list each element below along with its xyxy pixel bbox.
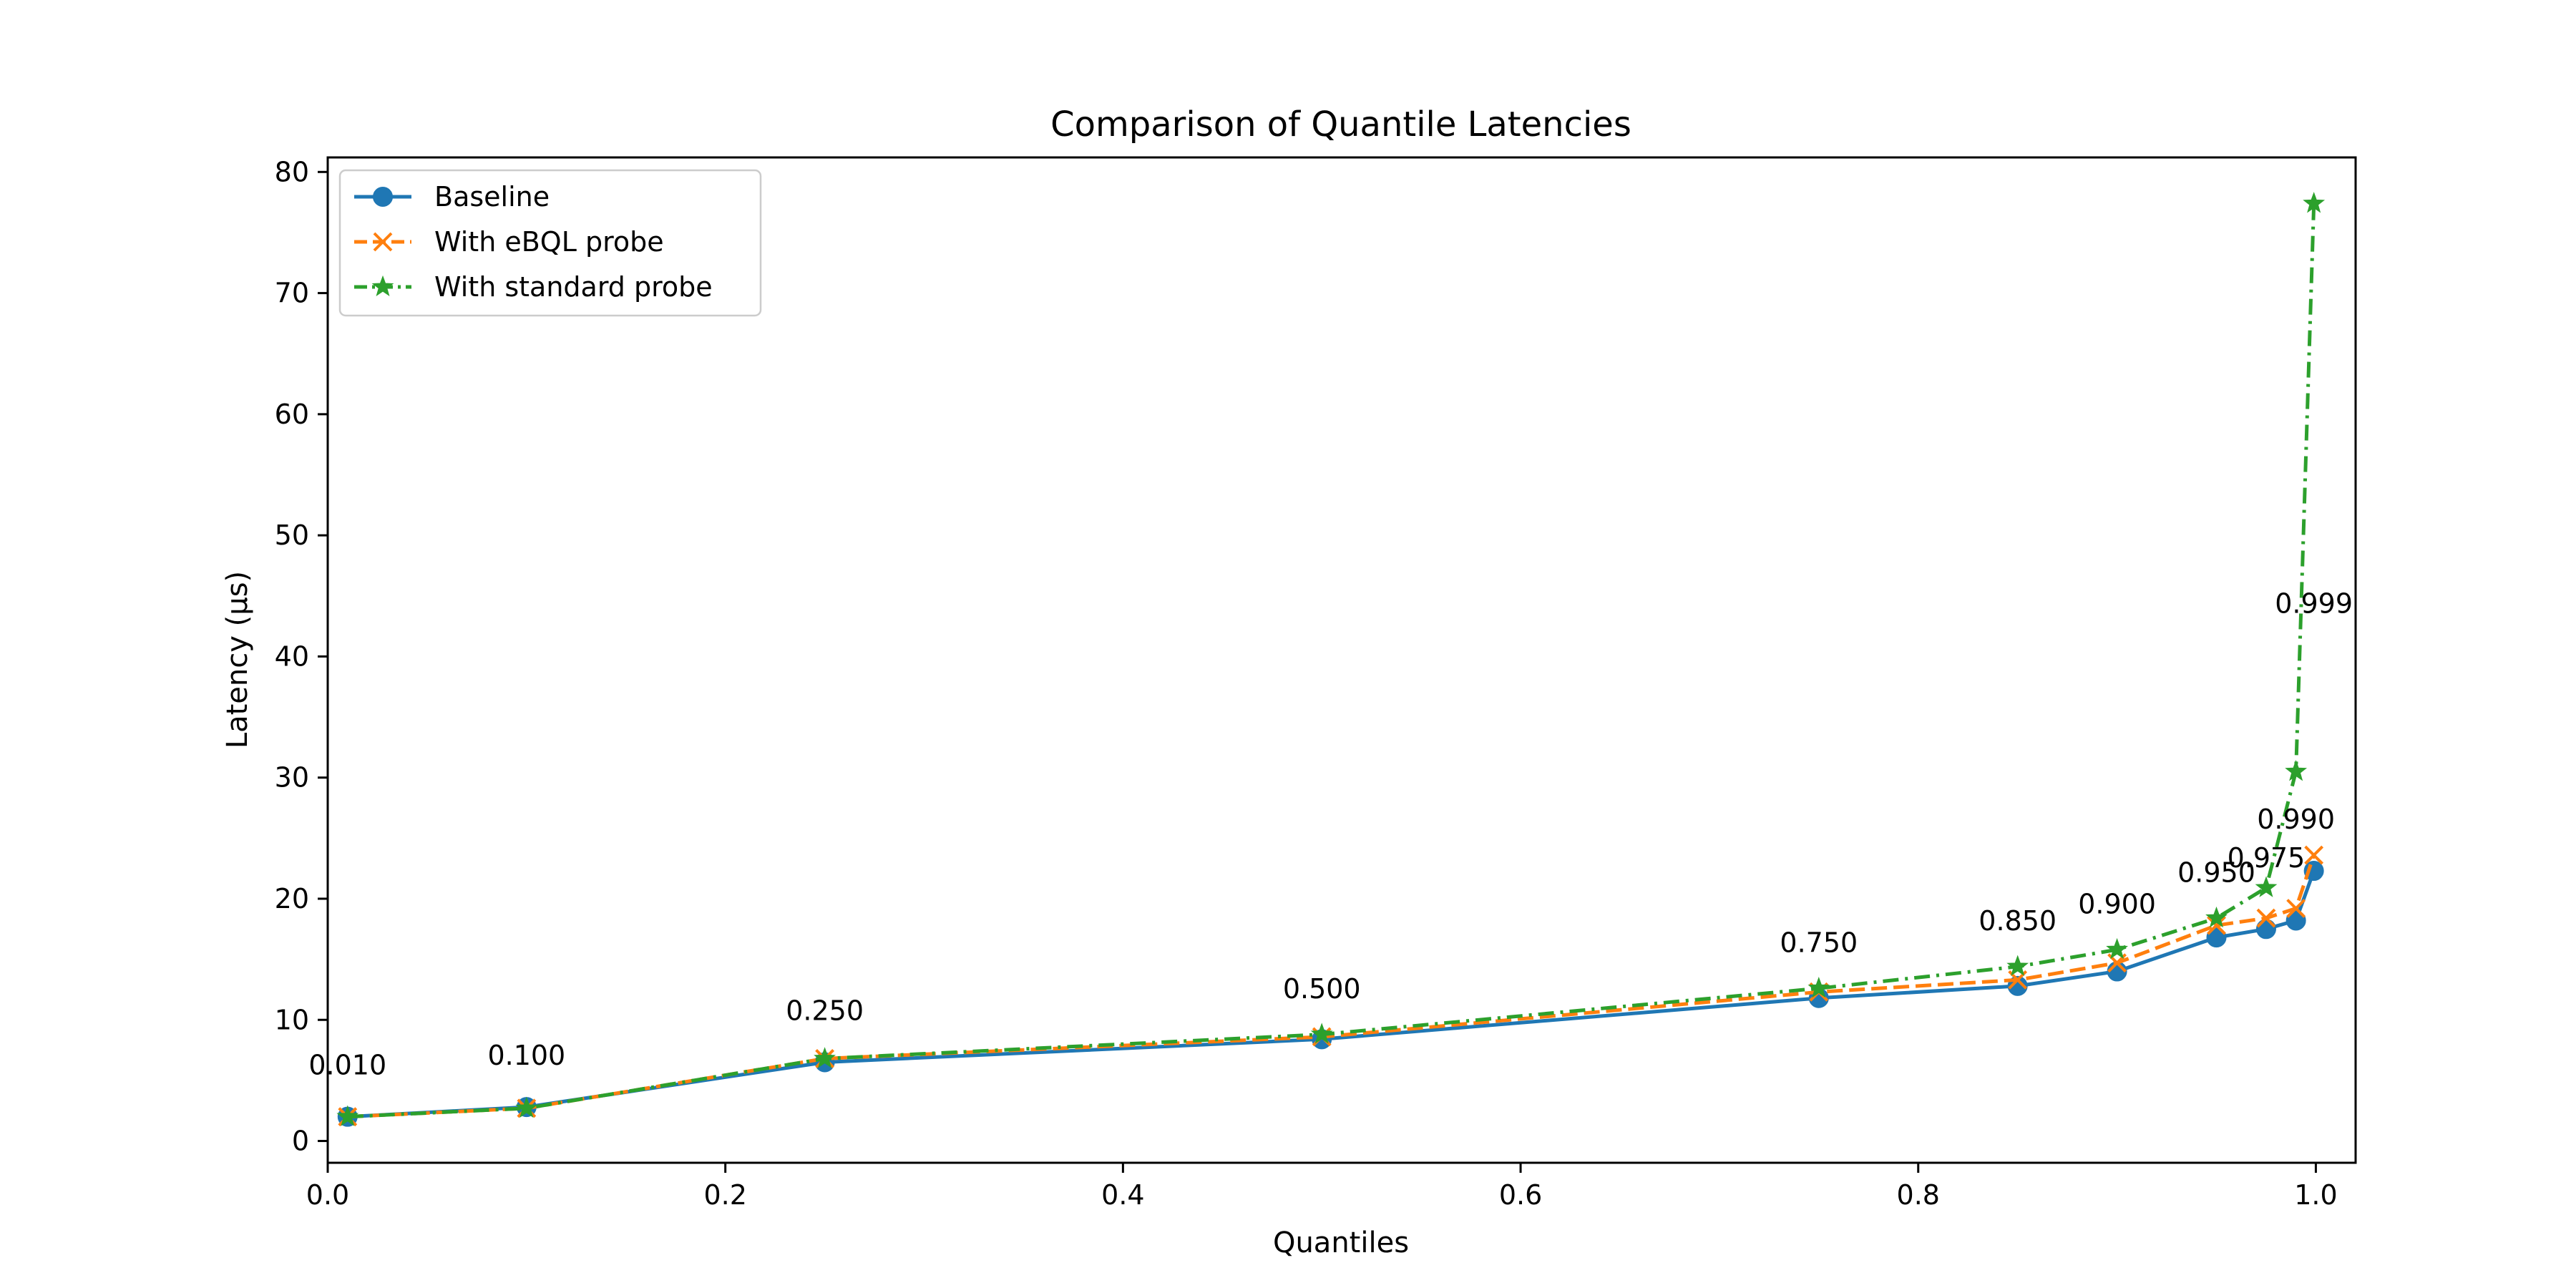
annotation-layer: 0.010 0.100 0.250 0.500 0.750 0.850 0.900 0.950… — [308, 587, 2353, 1080]
legend-entry: With standard probe — [354, 271, 713, 303]
quantile-annotation: 0.900 — [2078, 888, 2156, 919]
y-tick-label: 70 — [275, 278, 309, 309]
x-tick-label: 0.6 — [1499, 1179, 1542, 1211]
data-point-star — [2006, 955, 2029, 976]
y-tick-label: 0 — [292, 1126, 309, 1157]
data-point-circle — [373, 187, 393, 207]
quantile-annotation: 0.950 — [2177, 857, 2255, 888]
data-point-x — [2286, 899, 2306, 918]
plot-frame — [326, 156, 2357, 1164]
data-point-x — [2207, 915, 2226, 935]
legend-label: Baseline — [434, 181, 550, 213]
x-axis-label: Quantiles — [1273, 1226, 1409, 1259]
series-layer — [336, 192, 2326, 1127]
data-point-circle — [2255, 919, 2276, 940]
series-with-standard-probe — [336, 192, 2326, 1126]
x-tick-label: 0.8 — [1897, 1179, 1940, 1211]
legend-label: With standard probe — [434, 271, 713, 303]
data-point-star — [371, 275, 394, 297]
data-point-circle — [2285, 910, 2306, 931]
x-tick-label: 0.0 — [306, 1179, 349, 1211]
legend: Baseline With eBQL probe With standard pro… — [338, 169, 762, 317]
y-tick-label: 80 — [275, 156, 309, 187]
data-point-star — [2255, 876, 2278, 897]
data-point-x-stroke — [2304, 845, 2324, 865]
x-tick-label: 0.4 — [1101, 1179, 1144, 1211]
quantile-annotation: 0.250 — [786, 995, 864, 1026]
data-point-x — [373, 232, 393, 252]
legend-entry: Baseline — [354, 181, 550, 213]
quantile-annotation: 0.990 — [2257, 804, 2335, 835]
y-tick-label: 60 — [275, 399, 309, 430]
legend-label: With eBQL probe — [434, 226, 664, 258]
legend-box — [338, 169, 762, 317]
quantile-annotation: 0.850 — [1979, 905, 2057, 937]
quantile-annotation: 0.750 — [1780, 927, 1858, 958]
data-point-star — [1310, 1023, 1333, 1044]
y-tick-label: 50 — [275, 519, 309, 551]
data-point-x-stroke — [2286, 899, 2306, 918]
data-point-star — [336, 1105, 359, 1126]
data-point-star — [1807, 977, 1830, 998]
quantile-annotation: 0.500 — [1283, 973, 1361, 1005]
chart-title: Comparison of Quantile Latencies — [1050, 104, 1631, 145]
y-tick-label: 30 — [275, 762, 309, 794]
quantile-annotation: 0.100 — [487, 1040, 565, 1071]
y-tick-label: 20 — [275, 883, 309, 914]
data-point-x — [2304, 845, 2324, 865]
data-point-star — [2285, 760, 2308, 781]
data-point-star — [2106, 937, 2128, 960]
data-point-x-stroke — [2207, 915, 2226, 935]
axes: 0.0 0.2 0.4 0.6 0.8 1.0 0 10 20 30 40 50 60 70 80 — [275, 156, 2357, 1211]
legend-entry: With eBQL probe — [354, 226, 664, 258]
data-point-star — [814, 1047, 836, 1068]
quantile-annotation: 0.010 — [308, 1049, 386, 1080]
data-point-star — [515, 1096, 538, 1118]
y-tick-label: 40 — [275, 640, 309, 672]
quantile-annotation: 0.999 — [2275, 587, 2353, 619]
data-point-circle — [2206, 927, 2227, 948]
y-axis-label: Latency (µs) — [221, 571, 254, 748]
x-tick-label: 1.0 — [2294, 1179, 2337, 1211]
data-point-star — [2303, 192, 2326, 213]
x-tick-label: 0.2 — [703, 1179, 746, 1211]
data-point-star — [2205, 906, 2228, 928]
data-point-x-stroke — [2256, 908, 2276, 928]
quantile-annotation: 0.975 — [2228, 842, 2306, 874]
data-point-x-stroke — [373, 232, 393, 252]
data-point-x — [2256, 908, 2276, 928]
y-tick-label: 10 — [275, 1004, 309, 1035]
